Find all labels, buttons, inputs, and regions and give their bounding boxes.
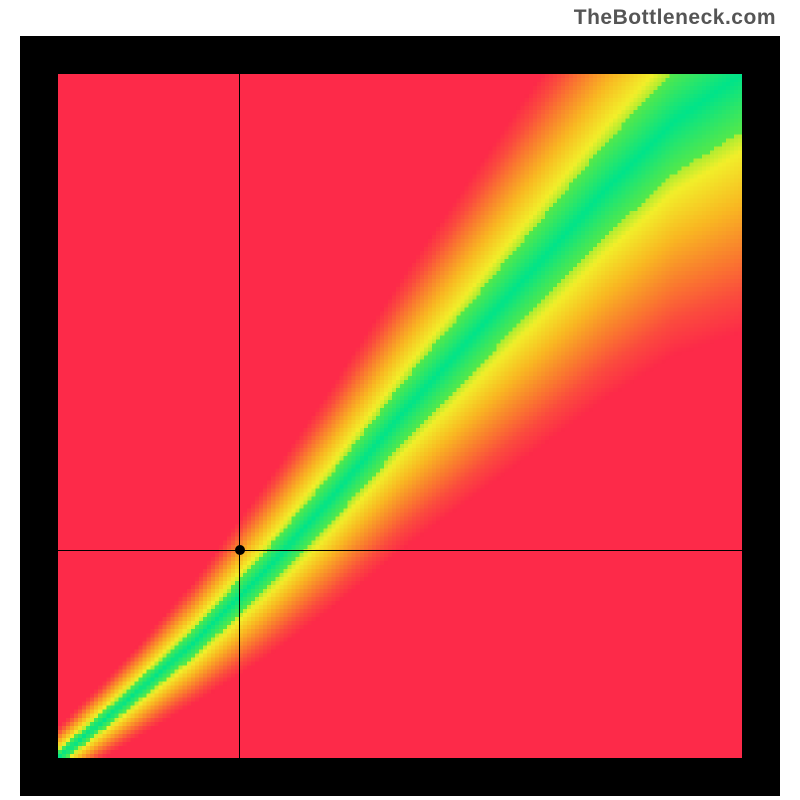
crosshair-horizontal bbox=[58, 550, 742, 551]
figure-root: TheBottleneck.com bbox=[0, 0, 800, 800]
crosshair-dot bbox=[235, 545, 245, 555]
crosshair-vertical bbox=[239, 74, 240, 758]
watermark-text: TheBottleneck.com bbox=[574, 6, 776, 30]
bottleneck-heatmap bbox=[58, 74, 742, 758]
